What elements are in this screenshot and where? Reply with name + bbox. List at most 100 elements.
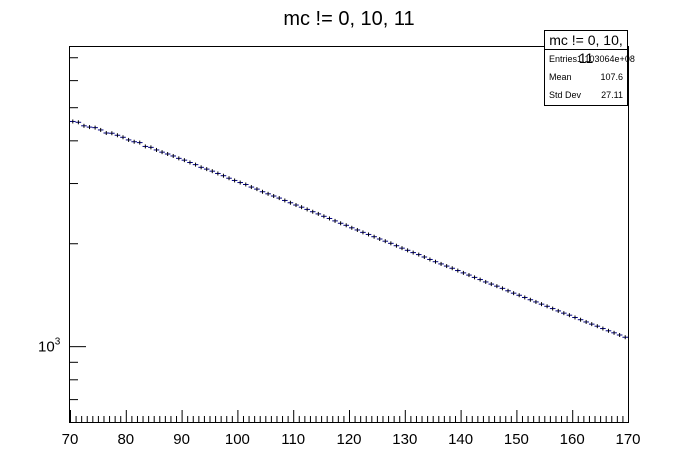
axes: 70 80 90 100 110 120 130 140 150 160 170 103	[38, 57, 641, 448]
histogram-bin	[471, 275, 478, 280]
histogram-bin	[399, 246, 405, 251]
histogram-bin	[588, 322, 595, 327]
x-tick-label: 160	[560, 431, 585, 448]
histogram-bin	[460, 270, 467, 275]
histogram-bin	[198, 165, 204, 170]
histogram-bin	[343, 223, 349, 228]
histogram-bin	[533, 299, 539, 304]
stats-value: 1.103064e+08	[577, 54, 635, 64]
histogram-bin	[136, 140, 143, 145]
histogram-bin	[265, 191, 271, 196]
histogram-bin	[209, 169, 216, 174]
stats-row-mean: Mean 107.6	[545, 68, 627, 86]
stats-row-stddev: Std Dev 27.11	[545, 86, 627, 104]
histogram-bin	[538, 302, 545, 307]
histogram-bin	[393, 243, 400, 248]
stats-title: mc != 0, 10, 11	[545, 31, 627, 66]
histogram-bin	[349, 225, 355, 230]
histogram-bin	[287, 200, 294, 205]
histogram-bin	[332, 218, 338, 223]
histogram-bin	[131, 139, 137, 144]
histogram-bin	[248, 185, 255, 190]
histogram-bin	[376, 236, 383, 241]
histogram-bin	[544, 304, 550, 309]
histogram-bin	[215, 171, 221, 176]
x-tick-label: 90	[173, 431, 190, 448]
histogram-bin	[103, 131, 110, 136]
histogram-bin	[187, 160, 193, 165]
y-tick-label: 103	[38, 337, 61, 356]
histogram-bin	[360, 230, 366, 235]
histogram-bin	[443, 264, 450, 269]
histogram-bin	[125, 137, 132, 142]
histogram-bin	[270, 194, 277, 199]
histogram-bin	[510, 291, 517, 296]
stats-value: 107.6	[600, 72, 623, 82]
histogram-bin	[298, 205, 305, 210]
histogram-bin	[109, 131, 115, 136]
histogram-bin	[81, 123, 87, 128]
histogram-bin	[254, 187, 260, 192]
histogram-bin	[449, 266, 456, 271]
stats-label: Mean	[549, 72, 572, 82]
stats-label: Std Dev	[549, 90, 582, 100]
histogram-bin	[92, 125, 98, 130]
histogram-bin	[482, 279, 489, 284]
x-tick-label: 130	[392, 431, 417, 448]
histogram-bin	[75, 120, 82, 125]
histogram-bin	[170, 153, 177, 158]
histogram-bin	[231, 178, 238, 183]
stats-box: mc != 0, 10, 11 Entries 1.103064e+08 Mea…	[544, 30, 635, 106]
histogram-bin	[527, 297, 534, 302]
histogram-bin	[97, 127, 104, 132]
histogram-bin	[321, 214, 327, 219]
histogram-bin	[415, 252, 422, 257]
histogram-bin	[192, 162, 199, 167]
x-tick-label: 80	[117, 431, 134, 448]
histogram-bin	[438, 261, 444, 266]
x-tick-label: 170	[615, 431, 640, 448]
histogram-bin	[142, 144, 149, 149]
histogram-bin	[120, 135, 126, 140]
histogram-bin	[432, 259, 439, 264]
histogram-bin	[153, 147, 160, 152]
histogram-bin	[594, 324, 601, 329]
x-tick-label: 100	[225, 431, 250, 448]
histogram-bin	[561, 311, 567, 316]
histogram-bin	[293, 203, 299, 208]
x-tick-label: 150	[504, 431, 529, 448]
x-tick-label: 120	[336, 431, 361, 448]
histogram-bin	[600, 326, 606, 331]
histogram-bin	[259, 189, 266, 194]
histogram-bin	[388, 241, 394, 246]
histogram-bin	[566, 313, 573, 318]
histogram-bin	[159, 150, 165, 155]
histogram-bin	[203, 167, 210, 172]
histogram-bin	[410, 250, 416, 255]
histogram-bin	[466, 273, 472, 278]
histogram-bin	[494, 284, 500, 289]
histogram-bin	[86, 125, 93, 130]
histogram-bin	[282, 198, 288, 203]
histogram-bin	[427, 257, 433, 262]
histogram-bin	[505, 288, 511, 293]
histogram-bin	[114, 133, 121, 138]
histogram-bin	[276, 196, 283, 201]
histogram-bin	[304, 207, 310, 212]
histogram-bin	[242, 182, 249, 187]
plot-frame	[69, 46, 629, 423]
histogram-bin	[421, 255, 428, 260]
histogram-bin	[605, 328, 612, 333]
histogram-bin	[315, 211, 322, 216]
histogram-bin	[326, 216, 333, 221]
histogram-bin	[371, 234, 377, 239]
histogram-bin	[549, 306, 556, 311]
chart-title: mc != 0, 10, 11	[283, 8, 414, 30]
histogram-bin	[455, 268, 461, 273]
histogram-bin	[521, 295, 528, 300]
x-tick-label: 110	[281, 431, 305, 448]
stats-value: 27.11	[601, 90, 623, 100]
histogram-bin	[499, 286, 506, 291]
histogram-bin	[220, 173, 227, 178]
